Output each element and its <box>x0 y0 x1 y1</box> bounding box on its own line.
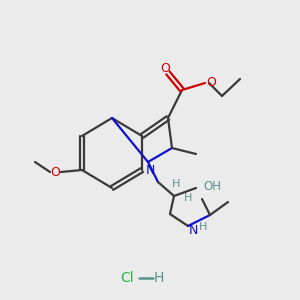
Text: OH: OH <box>203 179 221 193</box>
Text: O: O <box>206 76 216 88</box>
Text: O: O <box>160 61 170 74</box>
Text: H: H <box>184 193 192 203</box>
Text: H: H <box>154 271 164 285</box>
Text: H: H <box>199 222 207 232</box>
Text: N: N <box>188 224 198 238</box>
Text: N: N <box>145 164 155 178</box>
Text: H: H <box>172 179 180 189</box>
Text: O: O <box>50 166 60 178</box>
Text: Cl: Cl <box>120 271 134 285</box>
